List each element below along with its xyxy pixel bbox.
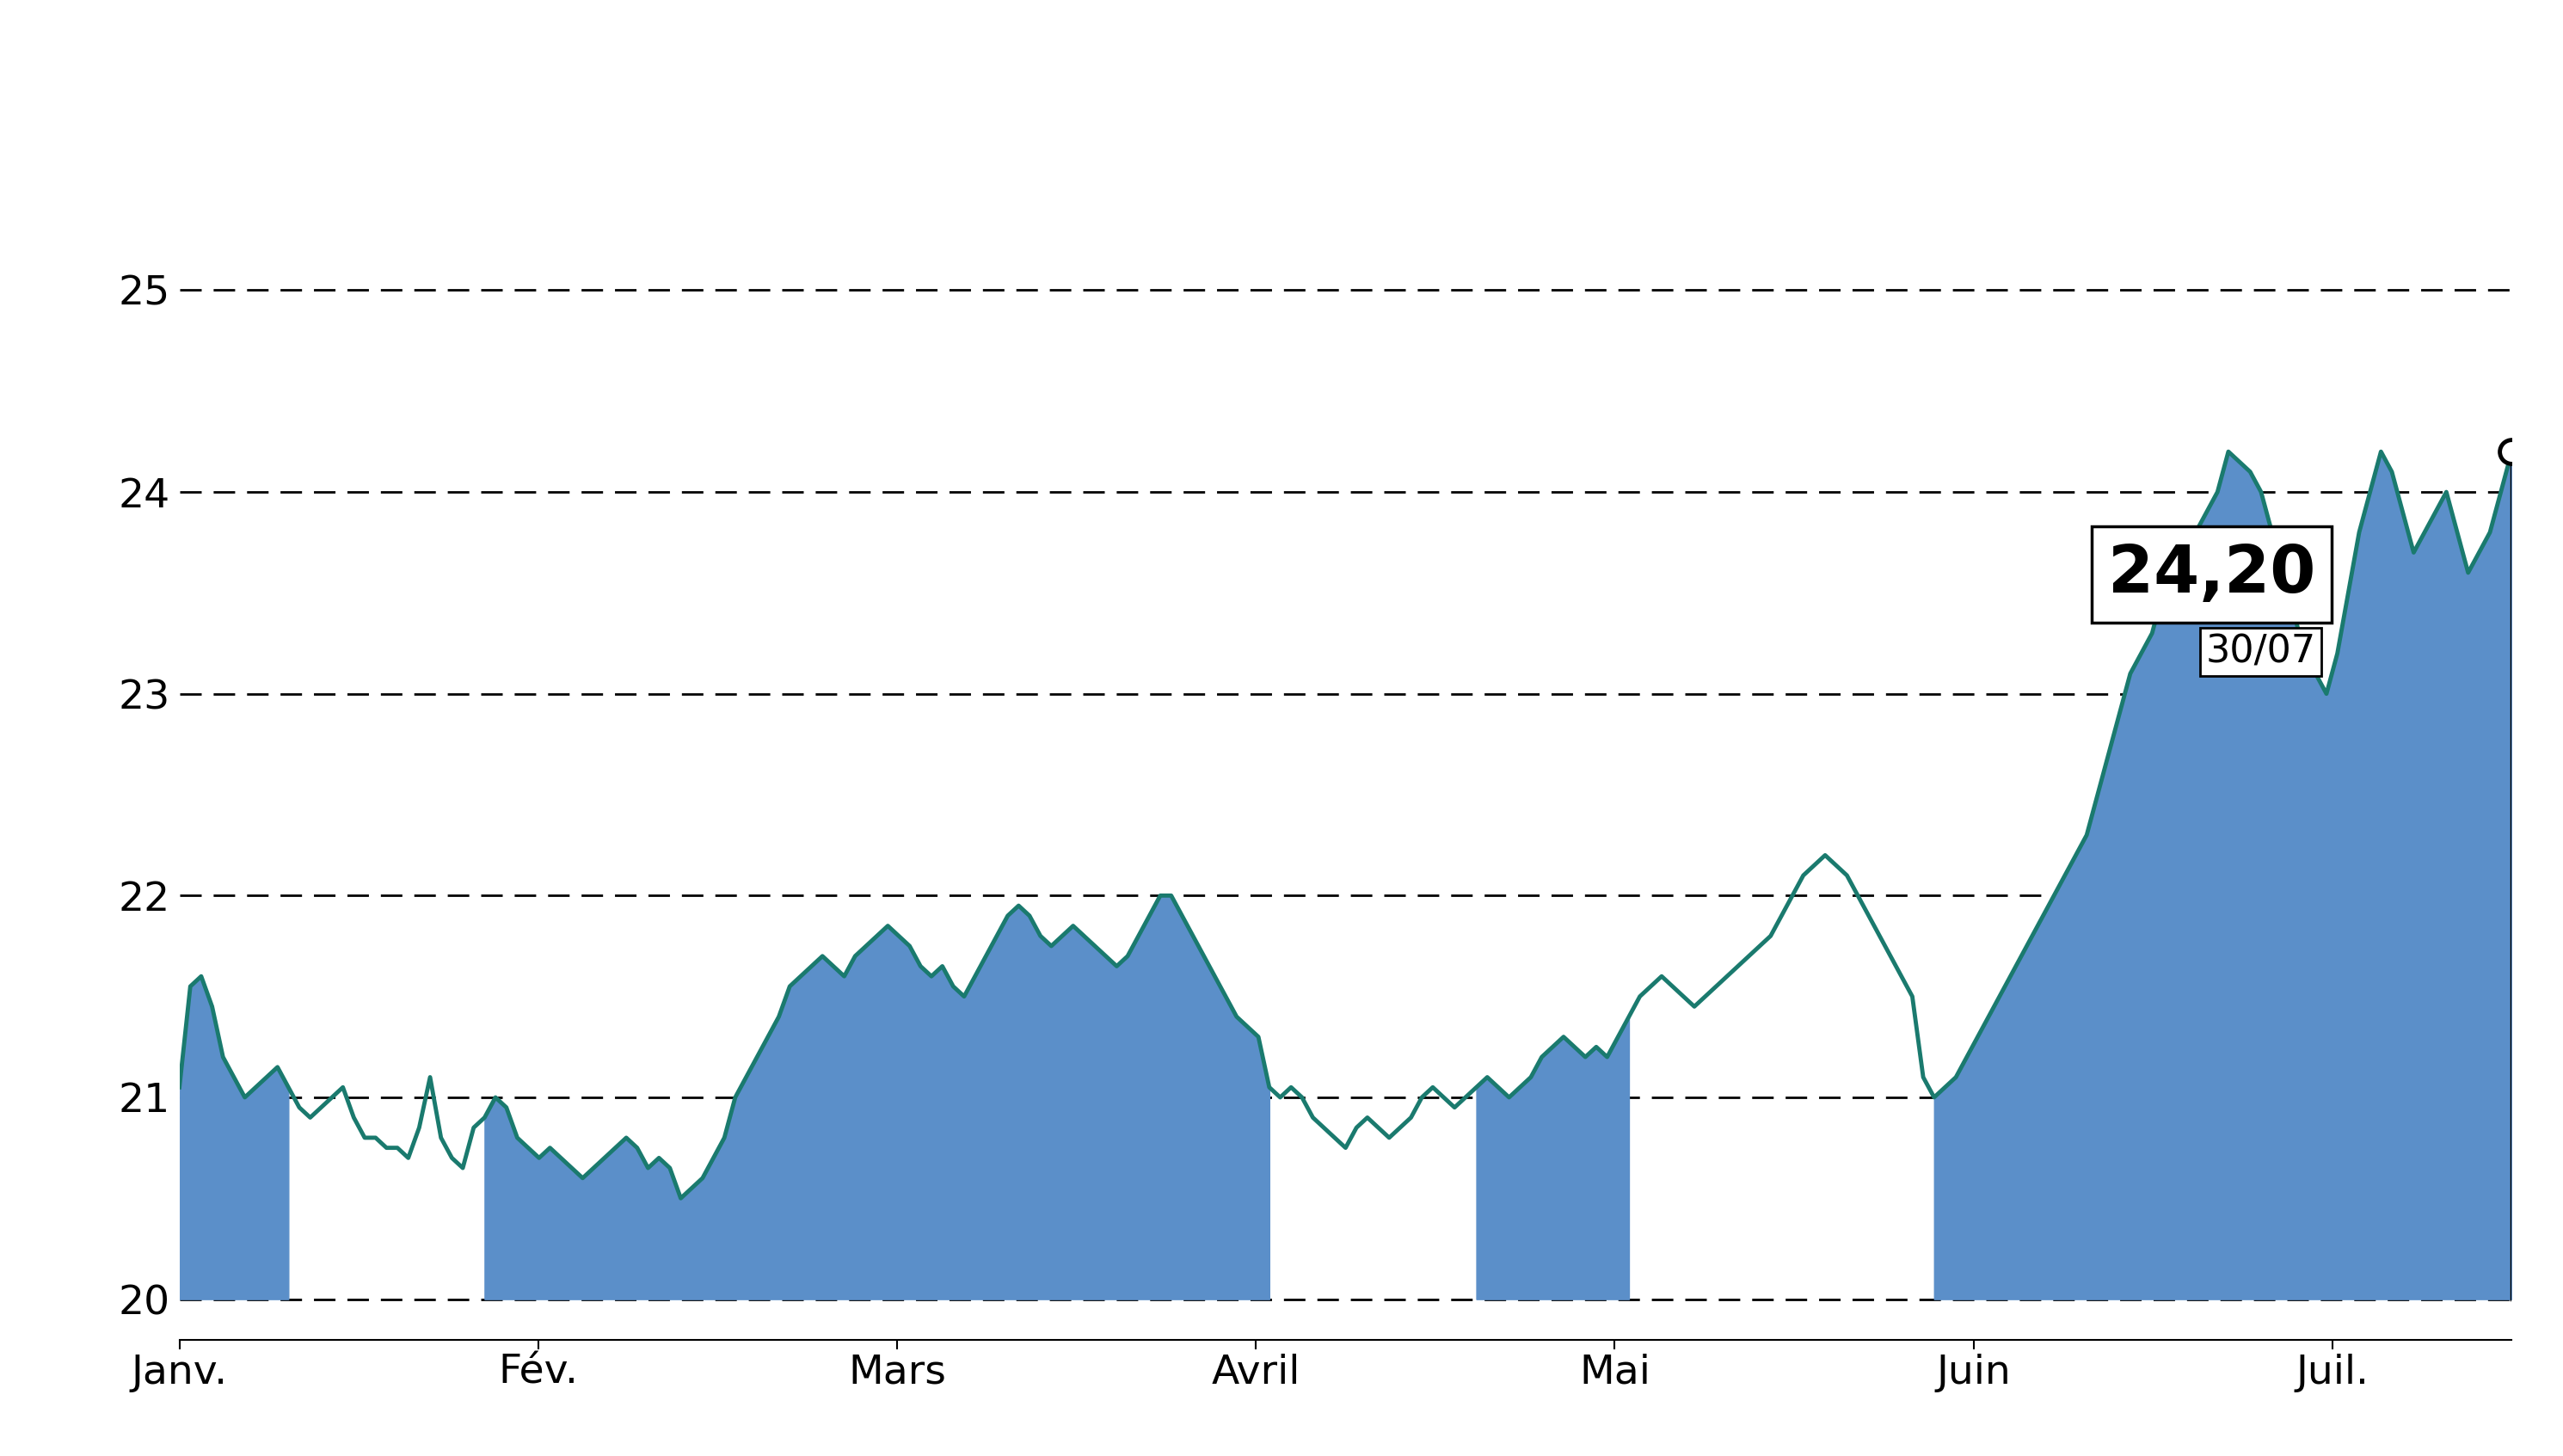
Text: 24,20: 24,20 (2107, 543, 2314, 606)
Text: TIKEHAU CAPITAL: TIKEHAU CAPITAL (810, 38, 1753, 130)
Text: 30/07: 30/07 (2204, 633, 2314, 670)
